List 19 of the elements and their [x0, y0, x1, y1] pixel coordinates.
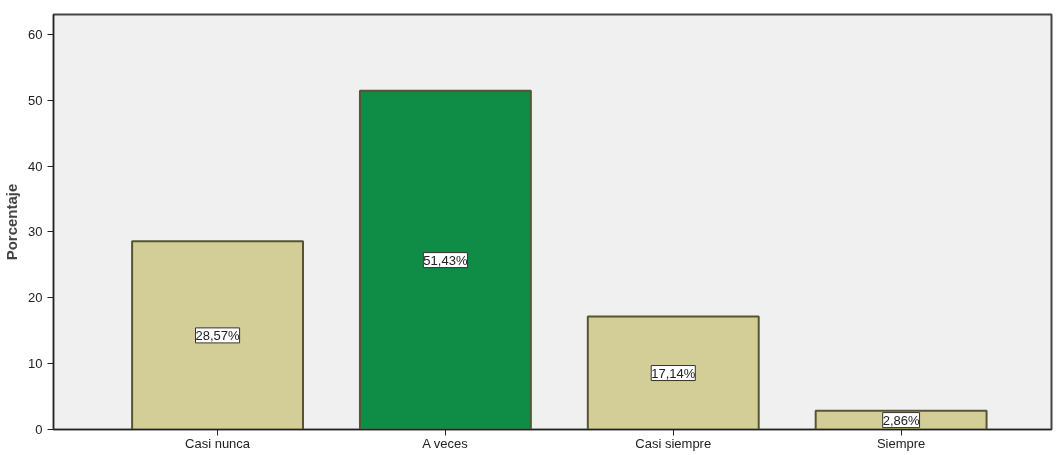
bar — [358, 89, 532, 430]
data-label: 51,43% — [423, 252, 468, 268]
x-tick-label: A veces — [422, 435, 469, 451]
y-tick-label: 50 — [28, 92, 43, 108]
y-tick-label: 20 — [28, 290, 43, 306]
y-tick-label: 10 — [28, 356, 43, 372]
bar — [586, 315, 760, 430]
y-tick-label: 60 — [28, 26, 43, 42]
x-tick-label: Siempre — [876, 435, 926, 451]
x-tick-label: Casi siempre — [635, 435, 712, 451]
data-label: 28,57% — [195, 327, 241, 343]
data-label: 17,14% — [651, 365, 696, 381]
y-tick-label: 0 — [35, 422, 43, 437]
y-tick-label: 40 — [28, 158, 43, 174]
x-tick-label: Casi nunca — [185, 435, 251, 451]
data-label: 2,86% — [882, 412, 920, 428]
y-axis-title: Porcentaje — [3, 183, 21, 261]
y-tick-label: 30 — [28, 224, 43, 240]
bar — [131, 240, 304, 430]
